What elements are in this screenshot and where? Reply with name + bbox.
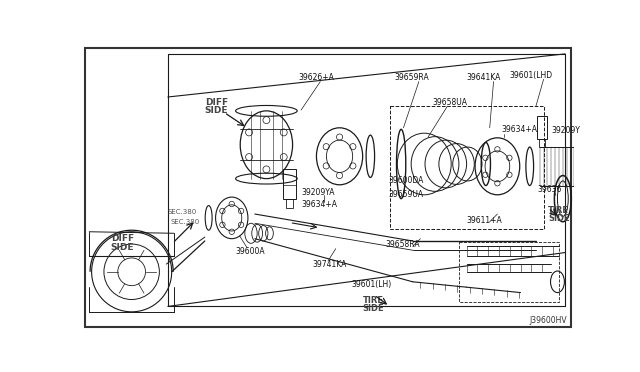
Text: 39658RA: 39658RA	[386, 240, 420, 249]
Text: J39600HV: J39600HV	[530, 316, 568, 325]
Text: 39741KA: 39741KA	[312, 260, 347, 269]
Text: 39658UA: 39658UA	[432, 98, 467, 107]
Text: SIDE: SIDE	[205, 106, 228, 115]
Text: 39634+A: 39634+A	[501, 125, 537, 134]
Text: SIDE: SIDE	[363, 304, 384, 313]
Text: DIFF: DIFF	[205, 98, 228, 107]
Text: 39641KA: 39641KA	[467, 73, 501, 82]
Text: 39601(LH): 39601(LH)	[351, 280, 391, 289]
Bar	[539, 140, 545, 147]
Text: DIFF: DIFF	[111, 234, 134, 243]
Bar	[537, 116, 547, 140]
Text: 39659UA: 39659UA	[388, 190, 423, 199]
Text: 39611+A: 39611+A	[467, 216, 502, 225]
Text: SIDE: SIDE	[111, 243, 134, 251]
Text: TIRE: TIRE	[363, 296, 383, 305]
Text: 39626+A: 39626+A	[299, 73, 335, 82]
Text: 39600A: 39600A	[236, 247, 265, 256]
Bar	[284, 169, 296, 199]
Bar	[287, 199, 292, 208]
Text: 39601(LHD: 39601(LHD	[509, 71, 553, 80]
Text: 39600DA: 39600DA	[388, 176, 424, 185]
Bar	[459, 242, 559, 302]
Text: 39636: 39636	[538, 185, 562, 194]
Text: TIRE: TIRE	[548, 206, 569, 215]
Text: 39209YA: 39209YA	[302, 188, 335, 197]
Text: SIDE: SIDE	[548, 214, 570, 223]
Text: 39209Y: 39209Y	[551, 126, 580, 135]
Text: 39659RA: 39659RA	[394, 73, 429, 82]
Text: SEC.380: SEC.380	[168, 209, 197, 215]
Text: 39634+A: 39634+A	[302, 199, 338, 209]
Text: SEC.380: SEC.380	[171, 219, 200, 225]
Bar	[390, 106, 543, 230]
